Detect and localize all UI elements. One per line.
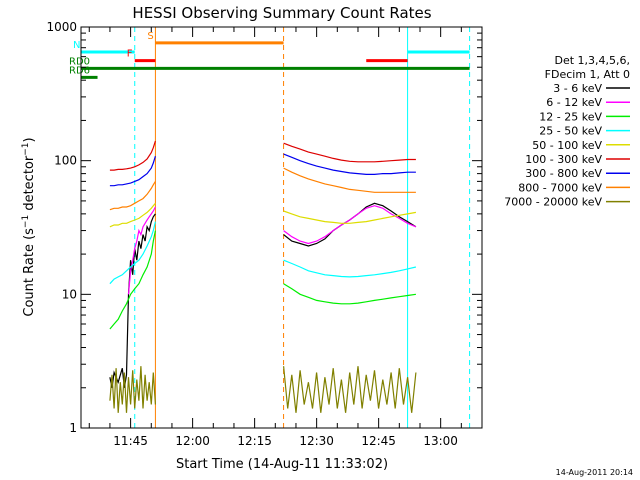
series-line-7000-20000-keV-interval-0 (109, 366, 156, 413)
x-tick-label-1215: 12:15 (237, 434, 272, 448)
y-axis-label-sup-1: −1 (21, 215, 31, 228)
y-axis-label-part-3: ) (22, 137, 37, 142)
plot-frame (80, 26, 483, 429)
flag-label-s: S (147, 31, 153, 42)
x-tick-label-1200: 12:00 (175, 434, 210, 448)
x-axis-label: Start Time (14-Aug-11 11:33:02) (176, 457, 388, 472)
series-line-25-50-keV-interval-0 (109, 221, 156, 285)
y-tick-label-1000: 1000 (46, 20, 77, 34)
legend-label-3: 25 - 50 keV (539, 125, 602, 138)
legend: Det 1,3,4,5,6, FDecim 1, Att 0 3 - 6 keV… (504, 54, 630, 209)
legend-label-4: 50 - 100 keV (532, 139, 602, 152)
legend-label-2: 12 - 25 keV (539, 110, 602, 123)
flag-label-n: N (73, 40, 80, 51)
y-axis-label-sup-2: −1 (21, 142, 31, 155)
series-line-300-800-keV-interval-1 (283, 153, 416, 175)
series-line-800-7000-keV-interval-1 (283, 167, 416, 193)
series-line-50-100-keV-interval-0 (109, 202, 156, 228)
y-axis-label-part-2: detector (22, 155, 37, 215)
y-tick-label-100: 100 (54, 154, 77, 168)
legend-label-5: 100 - 300 keV (525, 153, 602, 166)
flag-label-rd6: RD6 (69, 65, 90, 76)
x-tick-label-1145: 11:45 (113, 434, 148, 448)
legend-label-7: 800 - 7000 keV (518, 181, 602, 194)
series-line-800-7000-keV-interval-0 (109, 181, 156, 211)
y-axis-label-part-1: Count Rate (s (22, 228, 37, 317)
chart-title: HESSI Observing Summary Count Rates (132, 4, 431, 22)
y-axis: 1 10 100 1000 (46, 20, 482, 435)
x-axis: 11:45 12:00 12:15 12:30 12:45 13:00 (88, 27, 483, 448)
series-line-3-6-keV-interval-1 (283, 202, 417, 247)
legend-header-2: FDecim 1, Att 0 (545, 68, 630, 81)
series-line-6-12-keV-interval-1 (283, 205, 417, 245)
flag-label-rd0: RD0 (69, 56, 90, 67)
series-line-100-300-keV-interval-0 (109, 140, 156, 171)
y-tick-label-10: 10 (62, 287, 77, 301)
legend-label-6: 300 - 800 keV (525, 167, 602, 180)
series-line-12-25-keV-interval-1 (283, 283, 416, 305)
series-line-6-12-keV-interval-0 (127, 206, 156, 295)
series-line-100-300-keV-interval-1 (283, 142, 416, 163)
legend-label-8: 7000 - 20000 keV (504, 196, 602, 209)
legend-label-1: 6 - 12 keV (546, 96, 602, 109)
timestamp: 14-Aug-2011 20:14 (556, 468, 633, 477)
series-line-12-25-keV-interval-0 (109, 230, 156, 330)
y-tick-label-1: 1 (69, 421, 77, 435)
series-line-3-6-keV-interval-0 (109, 213, 156, 388)
series-line-25-50-keV-interval-1 (283, 259, 417, 278)
series-line-50-100-keV-interval-1 (283, 210, 417, 224)
y-axis-label: Count Rate (s−1 detector−1) (21, 137, 37, 316)
flag-label-f: F (127, 49, 133, 60)
x-tick-label-1230: 12:30 (299, 434, 334, 448)
series-line-300-800-keV-interval-0 (109, 156, 156, 187)
x-tick-label-1245: 12:45 (361, 434, 396, 448)
legend-header-1: Det 1,3,4,5,6, (554, 54, 630, 67)
series-line-7000-20000-keV-interval-1 (283, 366, 417, 413)
legend-label-0: 3 - 6 keV (553, 82, 602, 95)
x-tick-label-1300: 13:00 (423, 434, 458, 448)
